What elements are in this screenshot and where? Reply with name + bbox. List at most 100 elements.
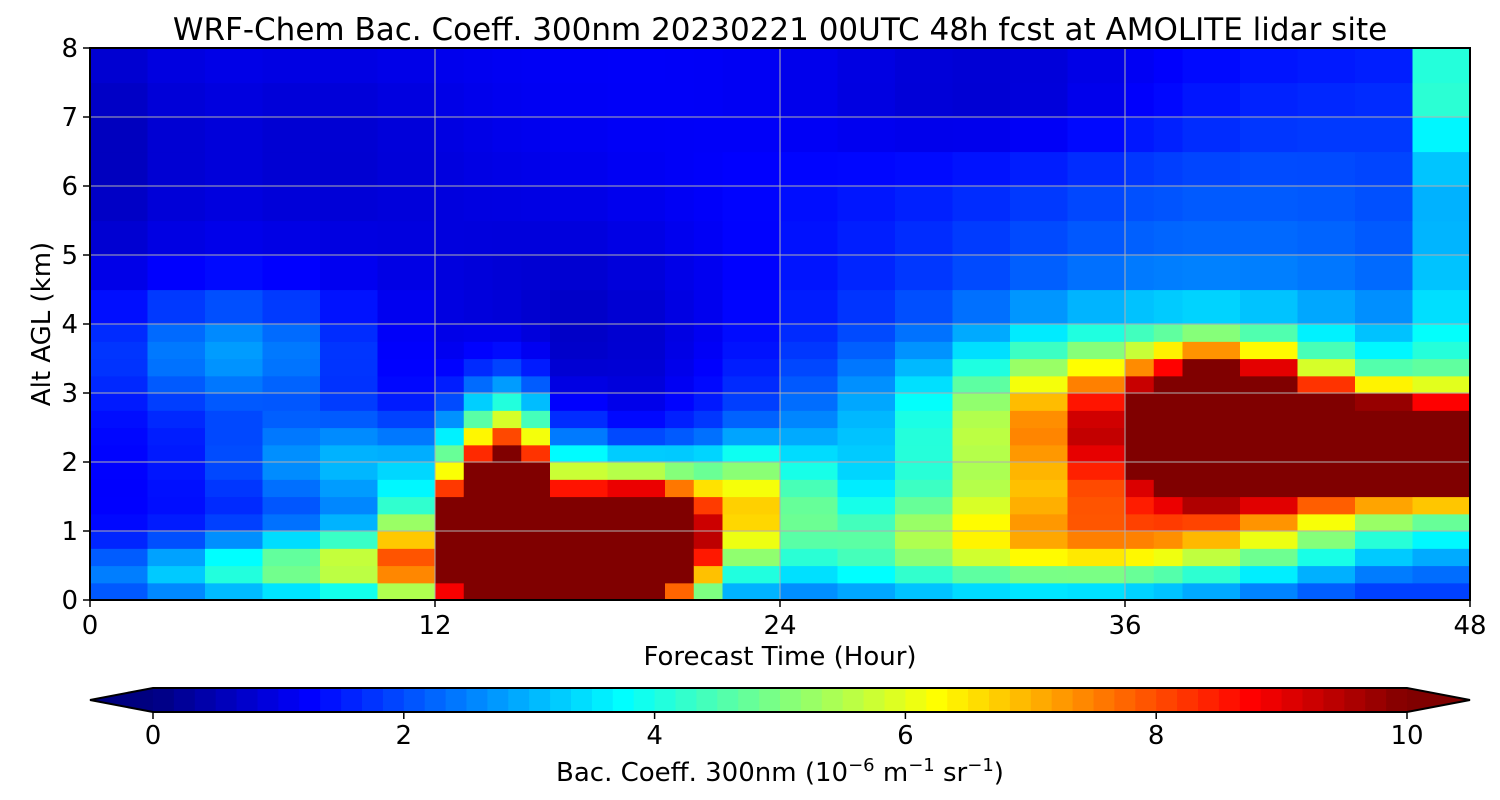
heatmap-cell <box>952 427 1011 446</box>
heatmap-cell <box>262 496 321 515</box>
heatmap-cell <box>320 496 379 515</box>
heatmap-cell <box>1355 289 1414 325</box>
heatmap-cell <box>952 582 1011 600</box>
heatmap-cell <box>435 151 465 187</box>
heatmap-cell <box>837 393 896 411</box>
heatmap-cell <box>1182 462 1241 480</box>
heatmap-cell <box>1010 255 1069 291</box>
heatmap-cell <box>895 117 954 153</box>
heatmap-cell <box>262 255 321 291</box>
heatmap-cell <box>1297 565 1356 584</box>
heatmap-cell <box>205 117 264 153</box>
heatmap-cell <box>1010 117 1069 153</box>
heatmap-cell <box>147 444 206 463</box>
heatmap-cell <box>780 220 839 256</box>
heatmap-cell <box>377 186 436 222</box>
heatmap-cell <box>837 582 896 600</box>
heatmap-cell <box>952 186 1011 222</box>
colorbar-segment <box>153 688 175 712</box>
colorbar-segment <box>257 688 279 712</box>
heatmap-cell <box>377 427 436 446</box>
y-tick-label: 0 <box>61 586 78 616</box>
heatmap-cell <box>262 513 321 532</box>
heatmap-cell <box>1010 393 1069 411</box>
heatmap-cell <box>607 289 666 325</box>
heatmap-cell <box>952 117 1011 153</box>
colorbar-segment <box>1302 688 1324 712</box>
heatmap-cell <box>607 358 666 377</box>
colorbar-segment <box>173 688 196 712</box>
heatmap-cell <box>521 341 551 360</box>
heatmap-cell <box>1297 289 1356 325</box>
heatmap-cell <box>665 358 695 377</box>
heatmap-cell <box>895 410 954 429</box>
heatmap-cell <box>492 565 522 584</box>
heatmap-cell <box>1182 255 1241 291</box>
colorbar-segment <box>278 688 300 712</box>
heatmap-cell <box>521 151 551 187</box>
heatmap-cell <box>90 341 149 360</box>
heatmap-cell <box>1355 358 1414 377</box>
heatmap-cell <box>895 82 954 118</box>
colorbar-segment <box>466 688 488 712</box>
heatmap-cell <box>90 324 149 342</box>
heatmap-cell <box>607 444 666 463</box>
heatmap-cell <box>607 255 666 291</box>
heatmap-cell <box>1355 48 1414 84</box>
heatmap-cell <box>1297 393 1356 411</box>
y-tick-label: 3 <box>61 379 78 409</box>
heatmap-cell <box>1240 462 1299 480</box>
heatmap-cell <box>463 444 494 463</box>
colorbar-segment <box>1072 688 1094 712</box>
heatmap-cell <box>1153 582 1184 600</box>
heatmap-cell <box>147 410 206 429</box>
heatmap-cell <box>320 462 379 480</box>
colorbar-segment <box>215 688 238 712</box>
heatmap-cell <box>1412 548 1470 567</box>
heatmap-cell <box>780 255 839 291</box>
heatmap-cell <box>837 427 896 446</box>
heatmap-cell <box>550 462 609 480</box>
heatmap-cell <box>521 117 551 153</box>
heatmap-cell <box>952 341 1011 360</box>
heatmap-cell <box>1125 375 1155 394</box>
heatmap-cell <box>952 358 1011 377</box>
heatmap-cell <box>607 565 666 584</box>
heatmap-cell <box>435 341 465 360</box>
heatmap-cell <box>1355 393 1414 411</box>
heatmap-cell <box>1182 531 1241 549</box>
heatmap-cell <box>607 186 666 222</box>
heatmap-cell <box>1010 341 1069 360</box>
heatmap-cell <box>492 393 522 411</box>
heatmap-cell <box>722 151 781 187</box>
heatmap-cell <box>1067 393 1126 411</box>
colorbar-segment <box>1093 688 1115 712</box>
heatmap-cell <box>205 82 264 118</box>
heatmap-cell <box>205 324 264 342</box>
heatmap-cell <box>780 479 839 498</box>
x-axis: 0 12 24 36 48 <box>82 600 1487 641</box>
heatmap-cell <box>147 548 206 567</box>
colorbar-tick-label: 2 <box>396 721 413 751</box>
heatmap-cell <box>1240 220 1299 256</box>
heatmap-cell <box>1355 117 1414 153</box>
heatmap-cell <box>463 565 494 584</box>
heatmap-cell <box>262 220 321 256</box>
heatmap-cell <box>722 531 781 549</box>
heatmap-cell <box>837 375 896 394</box>
heatmap-cell <box>1067 151 1126 187</box>
heatmap-cell <box>435 393 465 411</box>
heatmap-cell <box>205 289 264 325</box>
heatmap-cell <box>952 375 1011 394</box>
heatmap-cell <box>1125 444 1155 463</box>
heatmap-cell <box>665 531 695 549</box>
heatmap-cell <box>1355 82 1414 118</box>
heatmap-field <box>90 48 1470 600</box>
heatmap-cell <box>435 582 465 600</box>
heatmap-cell <box>521 462 551 480</box>
heatmap-cell <box>463 531 494 549</box>
colorbar-segment <box>508 688 530 712</box>
heatmap-cell <box>90 151 149 187</box>
heatmap-cell <box>463 410 494 429</box>
heatmap-cell <box>262 358 321 377</box>
